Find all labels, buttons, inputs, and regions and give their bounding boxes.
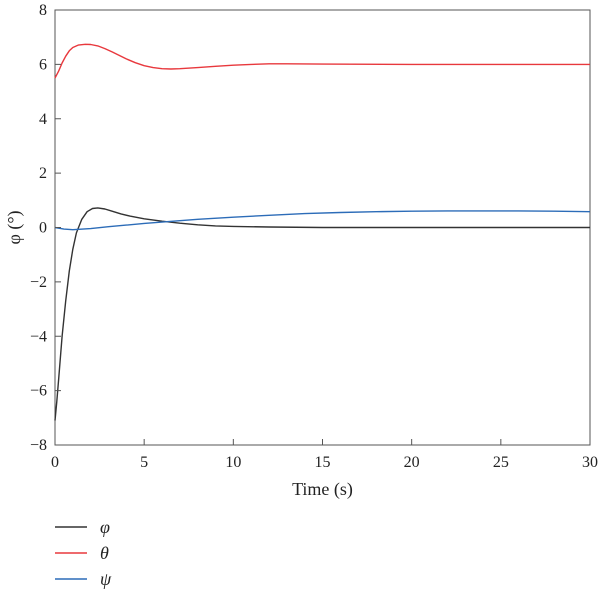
y-axis: −8 −6 −4 −2 0 2 4 6 8 xyxy=(30,2,61,454)
x-tick-label: 0 xyxy=(51,454,59,471)
y-tick-label: 6 xyxy=(39,56,47,73)
legend-label: φ xyxy=(100,517,110,537)
y-tick-label: −6 xyxy=(30,383,47,400)
series-layer xyxy=(54,43,591,421)
x-tick-label: 30 xyxy=(582,454,598,471)
y-tick-label: −2 xyxy=(30,274,47,291)
legend: φθψ xyxy=(55,517,112,589)
x-tick-label: 5 xyxy=(140,454,148,471)
legend-label: ψ xyxy=(100,569,112,589)
y-tick-label: 4 xyxy=(39,111,47,128)
series-line xyxy=(54,43,590,79)
series-line xyxy=(54,210,591,231)
y-tick-label: 2 xyxy=(39,165,47,182)
x-axis-title: Time (s) xyxy=(292,479,353,500)
y-tick-label: 0 xyxy=(39,220,47,237)
y-tick-label: −8 xyxy=(30,437,47,454)
series-line xyxy=(54,207,590,421)
x-tick-label: 20 xyxy=(404,454,420,471)
y-tick-label: 8 xyxy=(39,2,47,19)
x-tick-label: 15 xyxy=(315,454,331,471)
plot-area xyxy=(54,9,591,446)
legend-label: θ xyxy=(100,543,109,563)
x-tick-label: 25 xyxy=(493,454,509,471)
x-axis: 0 5 10 15 20 25 30 xyxy=(51,439,598,471)
x-tick-label: 10 xyxy=(225,454,241,471)
y-axis-title: φ (°) xyxy=(4,210,25,244)
y-tick-label: −4 xyxy=(30,328,47,345)
